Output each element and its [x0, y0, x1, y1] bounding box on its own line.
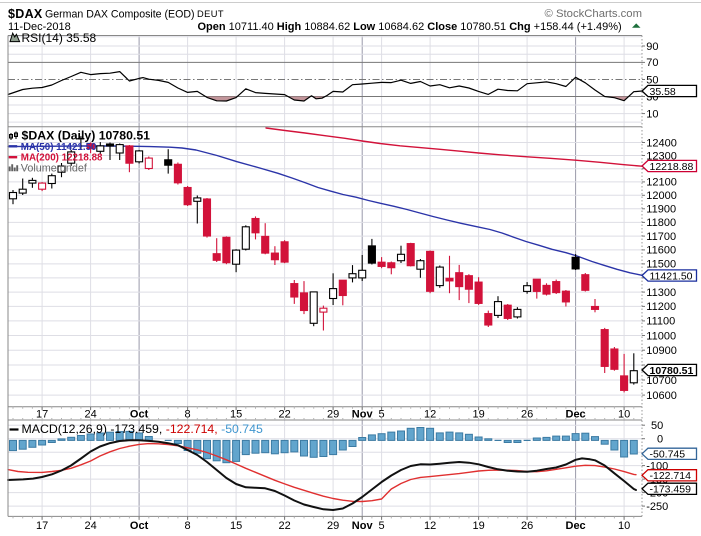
svg-text:11700: 11700 [646, 231, 676, 243]
svg-text:5: 5 [379, 520, 385, 532]
svg-text:10600: 10600 [646, 390, 677, 402]
svg-text:17: 17 [36, 520, 48, 532]
svg-text:11100: 11100 [646, 316, 675, 328]
svg-text:50: 50 [651, 420, 663, 432]
svg-text:RSI(14) 35.58: RSI(14) 35.58 [22, 31, 97, 45]
svg-text:12000: 12000 [646, 190, 677, 202]
svg-text:15: 15 [230, 520, 242, 532]
svg-text:35.58: 35.58 [650, 86, 676, 98]
svg-text:$DAX: $DAX [8, 7, 43, 21]
svg-text:MA(200) 12218.88: MA(200) 12218.88 [21, 153, 103, 164]
svg-text:8: 8 [185, 520, 191, 532]
svg-text:Dec: Dec [566, 409, 586, 421]
svg-text:German DAX Composite (EOD): German DAX Composite (EOD) [45, 9, 195, 21]
svg-text:-250: -250 [646, 501, 668, 513]
svg-text:11421.50: 11421.50 [650, 270, 693, 282]
svg-text:26: 26 [521, 409, 533, 421]
svg-text:19: 19 [472, 409, 484, 421]
svg-text:DEUT: DEUT [197, 9, 224, 19]
svg-text:12400: 12400 [646, 137, 677, 149]
svg-text:Volume undef: Volume undef [21, 162, 88, 174]
svg-text:12218.88: 12218.88 [650, 161, 694, 173]
svg-text:70: 70 [646, 57, 658, 69]
svg-text:$DAX (Daily) 10780.51: $DAX (Daily) 10780.51 [22, 129, 151, 143]
svg-text:12: 12 [424, 409, 436, 421]
svg-text:5: 5 [379, 409, 385, 421]
svg-text:11300: 11300 [646, 287, 676, 299]
svg-text:MA(50) 11421.50: MA(50) 11421.50 [21, 142, 97, 153]
svg-text:29: 29 [327, 520, 339, 532]
svg-text:24: 24 [84, 409, 96, 421]
svg-text:0: 0 [657, 434, 663, 446]
svg-text:© StockCharts.com: © StockCharts.com [545, 8, 642, 20]
svg-text:90: 90 [646, 41, 658, 53]
svg-text:12100: 12100 [646, 177, 677, 189]
svg-text:11-Dec-2018: 11-Dec-2018 [8, 21, 71, 33]
svg-text:Nov: Nov [352, 520, 374, 532]
svg-text:-122.714: -122.714 [650, 470, 692, 482]
svg-text:Dec: Dec [566, 520, 586, 532]
svg-text:8: 8 [185, 409, 191, 421]
svg-text:12300: 12300 [646, 150, 677, 162]
svg-text:12: 12 [424, 520, 436, 532]
svg-text:26: 26 [521, 520, 533, 532]
svg-text:10: 10 [618, 409, 630, 421]
svg-text:11600: 11600 [646, 245, 676, 257]
svg-text:Oct: Oct [130, 520, 149, 532]
svg-text:10900: 10900 [646, 345, 677, 357]
svg-text:10780.51: 10780.51 [650, 365, 694, 377]
svg-text:MACD(12,26,9) -173.459, -122.7: MACD(12,26,9) -173.459, -122.714, -50.74… [22, 422, 263, 436]
svg-text:17: 17 [36, 409, 48, 421]
svg-text:15: 15 [230, 409, 242, 421]
svg-text:29: 29 [327, 409, 339, 421]
svg-text:10: 10 [618, 520, 630, 532]
svg-text:Nov: Nov [352, 409, 374, 421]
svg-text:24: 24 [84, 520, 96, 532]
svg-text:50: 50 [646, 74, 658, 86]
svg-text:10: 10 [646, 108, 658, 120]
svg-text:11000: 11000 [646, 330, 676, 342]
svg-text:19: 19 [472, 520, 484, 532]
svg-text:Open 10711.40 High 10884.62 Lo: Open 10711.40 High 10884.62 Low 10684.62… [198, 21, 622, 33]
svg-text:11200: 11200 [646, 301, 676, 313]
svg-text:Oct: Oct [130, 409, 149, 421]
svg-text:11900: 11900 [646, 204, 676, 216]
svg-text:11500: 11500 [646, 259, 676, 271]
svg-text:22: 22 [278, 409, 290, 421]
svg-text:22: 22 [278, 520, 290, 532]
svg-text:11800: 11800 [646, 217, 676, 229]
svg-text:-50.745: -50.745 [650, 449, 686, 461]
svg-text:10700: 10700 [646, 375, 677, 387]
svg-text:-173.459: -173.459 [650, 484, 692, 496]
